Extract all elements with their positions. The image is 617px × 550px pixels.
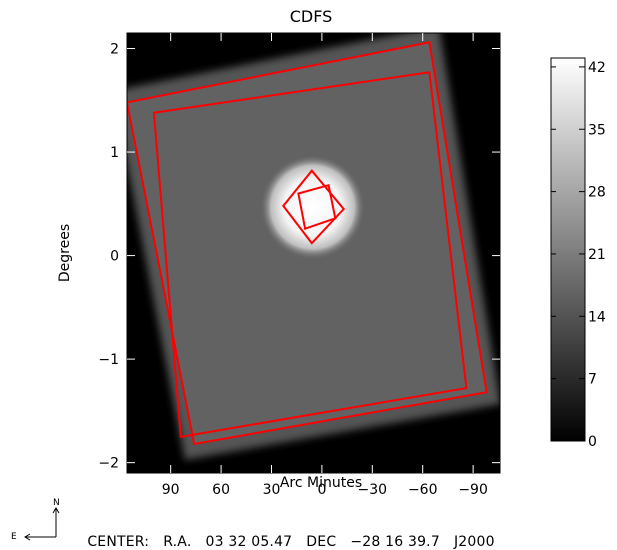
colorbar-tick-label: 0: [588, 434, 597, 450]
epoch: J2000: [453, 534, 495, 550]
y-tick-label: 1: [110, 145, 119, 161]
colorbar-ticks: 42 35 28 21 14 7 0: [551, 60, 606, 450]
x-tick-label: 0: [317, 482, 326, 498]
y-axis-label: Degrees: [57, 224, 73, 282]
colorbar-gradient: [550, 57, 586, 442]
y-axis: 2 1 0 −1 −2: [98, 42, 500, 472]
colorbar-tick-label: 28: [588, 185, 606, 201]
center-coordinates: CENTER: R.A. 03 32 05.47 DEC −28 16 39.7 J200…: [78, 518, 509, 550]
compass-east-label: E: [11, 532, 17, 542]
dec-label: DEC: [306, 534, 337, 550]
footprint-small-square: [297, 183, 337, 231]
colorbar-tick-label: 14: [588, 309, 606, 325]
colorbar-tick-label: 21: [588, 247, 606, 263]
plot-frame: [126, 32, 501, 474]
compass-arrows-icon: [24, 507, 60, 541]
footprint-outlines: [127, 41, 488, 446]
colorbar: 42 35 28 21 14 7 0: [550, 57, 606, 450]
compass-north-label: N: [53, 498, 60, 508]
y-tick-label: 0: [110, 249, 119, 265]
x-tick-label: 30: [263, 482, 281, 498]
chart-title: CDFS: [290, 7, 333, 26]
x-axis-label: Arc Minutes: [280, 475, 362, 491]
x-tick-label: −30: [358, 482, 388, 498]
x-axis: 90 60 30 0 −30 −60 −90: [162, 33, 488, 498]
footprint-diamond: [282, 169, 346, 245]
footprint-inner-square: [152, 71, 468, 438]
colorbar-tick-label: 35: [588, 122, 606, 138]
ra-value: 03 32 05.47: [205, 534, 293, 550]
plot-area: 90 60 30 0 −30 −60 −90 2 1 0 −1 −2 Arc Minutes Deg…: [57, 32, 501, 498]
x-tick-label: 60: [212, 482, 230, 498]
colorbar-tick-label: 7: [588, 372, 597, 388]
x-tick-label: −90: [458, 482, 488, 498]
y-tick-label: −2: [98, 456, 119, 472]
x-tick-label: 90: [162, 482, 180, 498]
x-tick-label: −60: [408, 482, 438, 498]
exposure-center-peak: [260, 155, 365, 260]
colorbar-tick-label: 42: [588, 60, 606, 76]
y-tick-label: −1: [98, 352, 119, 368]
ra-label: R.A.: [163, 534, 192, 550]
dec-value: −28 16 39.7: [350, 534, 440, 550]
center-label: CENTER:: [87, 534, 150, 550]
y-tick-label: 2: [110, 42, 119, 58]
